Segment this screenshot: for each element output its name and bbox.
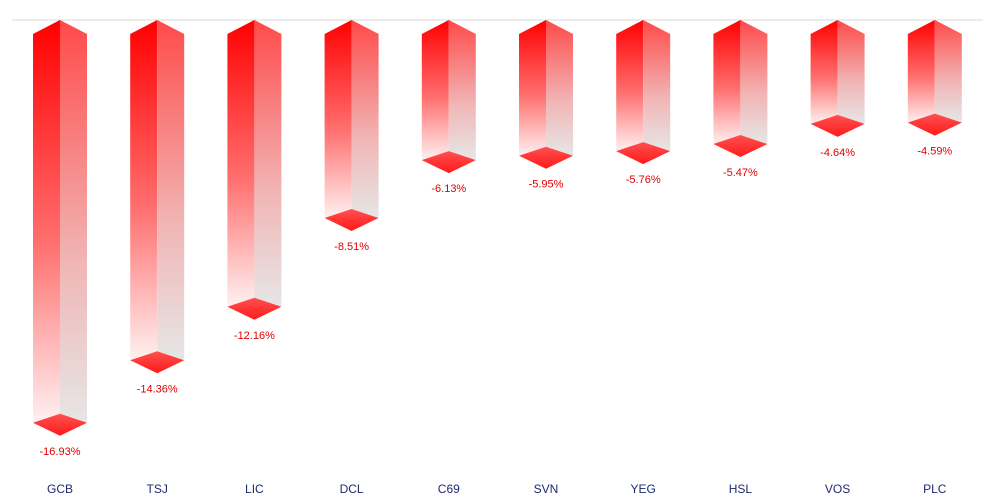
category-label: HSL: [729, 482, 753, 496]
value-label: -8.51%: [334, 241, 369, 253]
bar-side-face: [934, 20, 962, 123]
bar-side-face: [157, 20, 185, 361]
category-label: YEG: [631, 482, 656, 496]
bar-dcl: [324, 20, 379, 231]
bar-c69: [421, 20, 476, 174]
value-label: -14.36%: [137, 383, 178, 395]
value-label: -5.95%: [529, 179, 564, 191]
category-label: SVN: [534, 482, 559, 496]
category-label: LIC: [245, 482, 264, 496]
bar-front-face: [33, 20, 60, 423]
value-label: -5.76%: [626, 174, 661, 186]
bar-side-face: [546, 20, 573, 156]
bar-side-face: [60, 20, 87, 423]
bar-front-face: [324, 20, 352, 218]
bar-side-face: [254, 20, 282, 307]
bar-gcb: [33, 20, 87, 436]
bar-front-face: [616, 20, 644, 152]
value-label: -4.64%: [820, 147, 855, 159]
bar-side-face: [837, 20, 865, 124]
value-label: -5.47%: [723, 167, 758, 179]
bar-cap: [324, 209, 379, 231]
bar-cap: [810, 114, 865, 137]
category-label: PLC: [923, 482, 947, 496]
category-label: TSJ: [147, 482, 168, 496]
bar-front-face: [713, 20, 741, 145]
bar-front-face: [130, 20, 158, 361]
bar-front-face: [421, 20, 449, 161]
bar-cap: [130, 351, 185, 374]
bar-cap: [616, 142, 671, 165]
category-label: VOS: [825, 482, 850, 496]
category-label: C69: [438, 482, 460, 496]
bar-vos: [810, 20, 865, 137]
bar-cap: [519, 146, 573, 169]
category-label: DCL: [340, 482, 364, 496]
bar-front-face: [810, 20, 838, 124]
bar-side-face: [448, 20, 476, 161]
bar-svn: [519, 20, 573, 169]
bar-cap: [713, 135, 768, 158]
bar-cap: [907, 113, 962, 136]
bar-yeg: [616, 20, 671, 165]
bar-front-face: [227, 20, 255, 307]
value-label: -12.16%: [234, 330, 275, 342]
bar-cap: [33, 413, 87, 436]
value-label: -16.93%: [40, 446, 81, 458]
bar-cap: [421, 151, 476, 174]
bar-cap: [227, 297, 282, 320]
value-label: -6.13%: [431, 183, 466, 195]
value-label: -4.59%: [917, 146, 952, 158]
bar-side-face: [351, 20, 379, 218]
bar-side-face: [740, 20, 768, 145]
bar-lic: [227, 20, 282, 320]
bar-plc: [907, 20, 962, 136]
category-label: GCB: [47, 482, 73, 496]
bar-front-face: [519, 20, 546, 156]
bar-front-face: [907, 20, 935, 123]
bar-side-face: [643, 20, 671, 152]
bar-hsl: [713, 20, 768, 158]
bar-tsj: [130, 20, 185, 374]
